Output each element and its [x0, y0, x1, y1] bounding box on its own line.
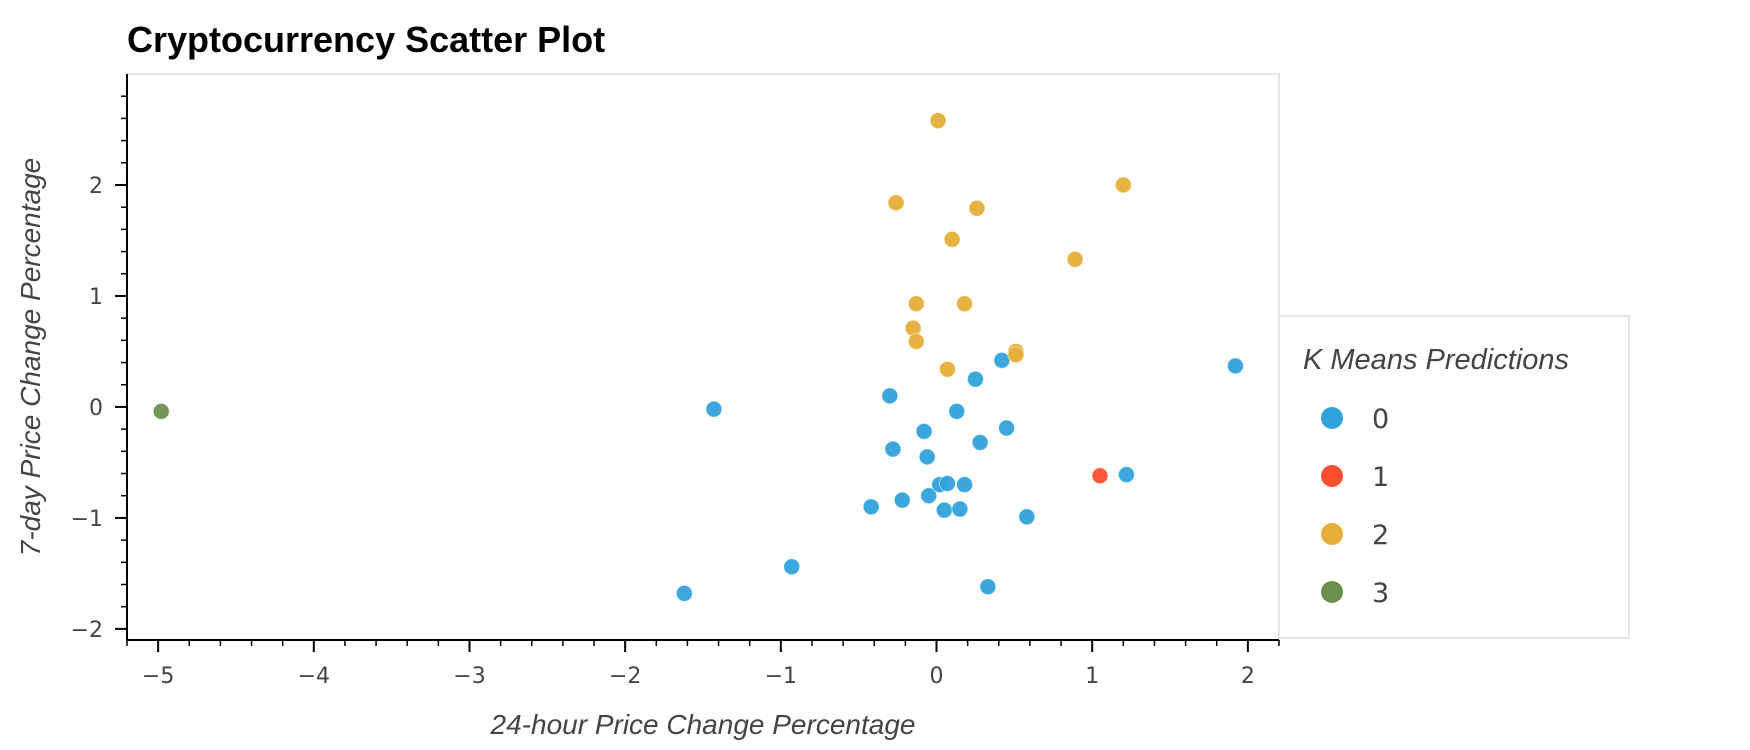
data-point-cluster-0 — [1226, 357, 1244, 375]
x-tick-label: 2 — [1241, 664, 1255, 689]
data-point-cluster-2 — [907, 295, 925, 313]
data-point-cluster-0 — [881, 387, 899, 405]
chart-title: Cryptocurrency Scatter Plot — [127, 19, 605, 60]
data-point-cluster-3 — [152, 402, 170, 420]
x-tick-label: 1 — [1085, 664, 1099, 689]
data-point-cluster-2 — [929, 112, 947, 130]
data-point-cluster-0 — [862, 498, 880, 516]
data-point-cluster-2 — [968, 199, 986, 217]
x-tick-label: −5 — [142, 664, 174, 689]
legend-marker-1 — [1321, 465, 1343, 487]
legend-marker-2 — [1321, 523, 1343, 545]
data-point-cluster-0 — [920, 487, 938, 505]
y-tick-label: −1 — [71, 507, 103, 532]
data-point-cluster-0 — [915, 422, 933, 440]
legend-marker-0 — [1321, 407, 1343, 429]
legend-label-0: 0 — [1372, 404, 1389, 435]
x-axis: −5 −4 −3 −2 −1 0 1 2 — [126, 639, 1280, 689]
legend-title: K Means Predictions — [1303, 344, 1569, 376]
data-point-cluster-0 — [979, 578, 997, 596]
data-point-cluster-0 — [966, 370, 984, 388]
x-tick-label: −3 — [453, 664, 485, 689]
data-point-cluster-2 — [943, 230, 961, 248]
y-tick-label: 0 — [89, 396, 103, 421]
data-point-cluster-2 — [1114, 176, 1132, 194]
plot-frame — [126, 73, 1280, 641]
data-point-cluster-2 — [907, 332, 925, 350]
legend-label-1: 1 — [1372, 462, 1389, 493]
y-axis: −2 −1 0 1 2 — [71, 74, 128, 643]
x-tick-label: −2 — [609, 664, 641, 689]
data-point-cluster-0 — [935, 501, 953, 519]
data-point-cluster-0 — [783, 558, 801, 576]
legend-label-2: 2 — [1372, 520, 1389, 551]
data-point-cluster-1 — [1091, 467, 1109, 485]
data-point-cluster-0 — [956, 476, 974, 494]
data-point-cluster-0 — [998, 419, 1016, 437]
data-point-cluster-0 — [675, 584, 693, 602]
data-point-cluster-0 — [951, 500, 969, 518]
x-tick-label: −1 — [765, 664, 797, 689]
data-point-cluster-0 — [1018, 508, 1036, 526]
y-axis-label: 7-day Price Change Percentage — [15, 158, 46, 556]
data-point-cluster-2 — [1066, 250, 1084, 268]
y-tick-label: 1 — [89, 285, 103, 310]
y-tick-label: −2 — [71, 618, 103, 643]
data-point-cluster-0 — [918, 448, 936, 466]
legend-marker-3 — [1321, 581, 1343, 603]
data-point-cluster-0 — [893, 491, 911, 509]
x-tick-label: −4 — [298, 664, 330, 689]
data-point-cluster-0 — [971, 433, 989, 451]
x-axis-label: 24-hour Price Change Percentage — [490, 709, 916, 740]
legend-items: 0 1 2 3 — [1321, 404, 1389, 609]
data-point-cluster-2 — [1007, 346, 1025, 364]
data-point-cluster-0 — [1117, 466, 1135, 484]
y-tick-label: 2 — [89, 174, 103, 199]
data-point-cluster-2 — [956, 295, 974, 313]
legend: K Means Predictions 0 1 2 3 — [1278, 315, 1630, 639]
data-point-cluster-0 — [948, 402, 966, 420]
data-point-cluster-2 — [887, 194, 905, 212]
data-point-cluster-2 — [938, 360, 956, 378]
data-point-cluster-0 — [705, 400, 723, 418]
x-tick-label: 0 — [930, 664, 944, 689]
data-points — [152, 112, 1244, 602]
data-point-cluster-0 — [938, 475, 956, 493]
legend-label-3: 3 — [1372, 578, 1389, 609]
data-point-cluster-0 — [884, 440, 902, 458]
